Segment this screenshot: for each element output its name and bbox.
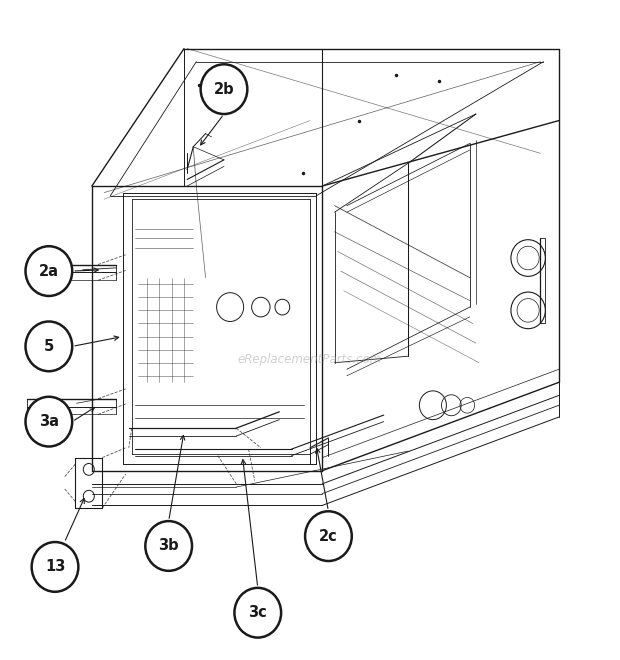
Text: 3a: 3a	[39, 414, 59, 429]
Circle shape	[25, 321, 72, 371]
Text: 2b: 2b	[214, 82, 234, 96]
Text: eReplacementParts.com: eReplacementParts.com	[238, 353, 382, 366]
Text: 2a: 2a	[39, 263, 59, 279]
Circle shape	[25, 397, 72, 447]
Text: 5: 5	[44, 339, 54, 354]
Text: 2c: 2c	[319, 529, 338, 544]
Text: 3b: 3b	[158, 539, 179, 554]
Circle shape	[201, 64, 247, 114]
Circle shape	[145, 521, 192, 571]
Circle shape	[25, 246, 72, 296]
Text: 13: 13	[45, 560, 65, 574]
Circle shape	[32, 542, 78, 592]
Circle shape	[305, 512, 352, 561]
Text: 3c: 3c	[249, 605, 267, 620]
Circle shape	[234, 588, 281, 638]
